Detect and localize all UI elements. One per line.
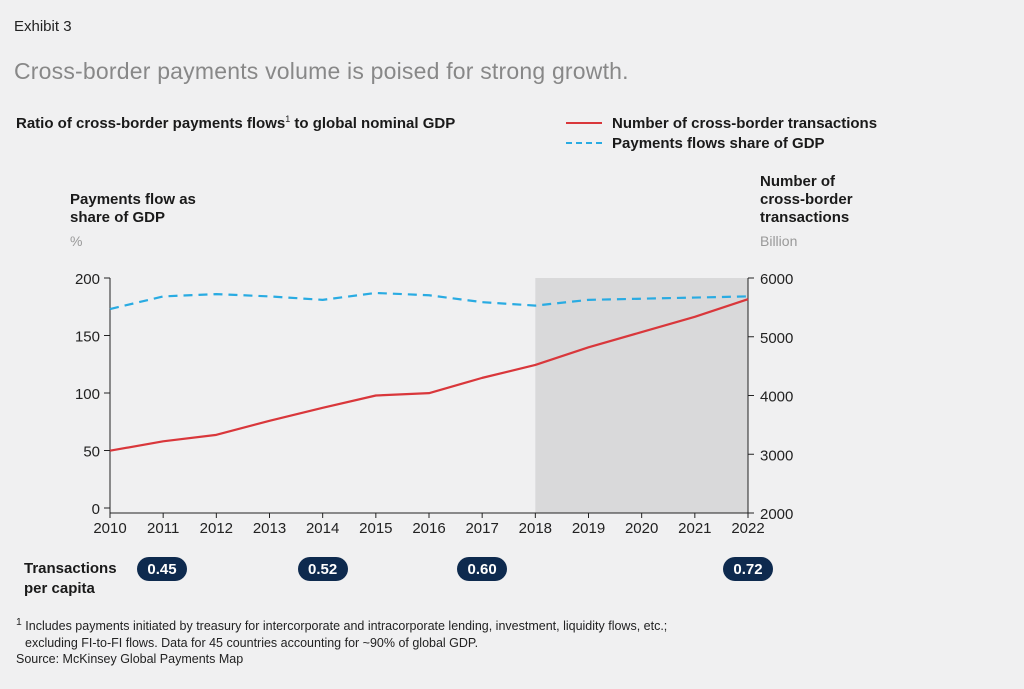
subtitle-suffix: to global nominal GDP [290, 115, 456, 132]
x-axis-tick-label: 2017 [465, 520, 498, 537]
right-axis-title-line2: cross-border [760, 191, 853, 208]
x-axis-tick-label: 2010 [93, 520, 126, 537]
footnote-text-2: excluding FI-to-FI flows. Data for 45 co… [25, 636, 479, 651]
transactions-per-capita-pill: 0.72 [723, 557, 773, 581]
transactions-per-capita-pill: 0.52 [297, 557, 348, 581]
headline: Cross-border payments volume is poised f… [14, 58, 629, 84]
source-note: Source: McKinsey Global Payments Map [16, 652, 244, 666]
right-axis-title: Number of cross-border transactions [760, 173, 853, 227]
right-axis-tick-label: 3000 [760, 447, 793, 464]
subtitle-footnote-mark: 1 [285, 114, 291, 124]
subtitle-text: Ratio of cross-border payments flows [16, 115, 286, 132]
footnote-line1: 1 Includes payments initiated by treasur… [16, 614, 667, 635]
x-axis-tick-label: 2018 [519, 520, 552, 537]
left-axis-tick-label: 200 [75, 271, 100, 288]
right-axis-tick-label: 6000 [760, 271, 793, 288]
x-axis-tick-label: 2020 [625, 520, 658, 537]
left-axis-title: Payments flow as share of GDP [70, 191, 196, 227]
right-axis-tick-label: 5000 [760, 330, 793, 347]
footnote-mark: 1 [16, 617, 22, 628]
left-axis-title-line2: share of GDP [70, 209, 166, 226]
legend-label-transactions: Number of cross-border transactions [612, 114, 878, 132]
chart-subtitle: Ratio of cross-border payments flows1 to… [16, 114, 455, 132]
x-axis-tick-label: 2013 [253, 520, 286, 537]
right-axis-title-line3: transactions [760, 209, 850, 226]
transactions-per-capita-pill: 0.45 [137, 557, 187, 581]
left-axis-tick-label: 100 [75, 386, 100, 403]
x-axis-tick-label: 2014 [306, 520, 339, 537]
transactions-per-capita-label: Transactions per capita [24, 559, 117, 599]
footnote-text-1: Includes payments initiated by treasury … [25, 619, 668, 634]
x-axis-tick-label: 2019 [572, 520, 605, 537]
x-axis-tick-label: 2022 [731, 520, 764, 537]
left-axis-title-line1: Payments flow as [70, 191, 196, 208]
x-axis-tick-label: 2016 [412, 520, 445, 537]
left-axis-tick-label: 0 [92, 501, 100, 518]
x-axis-tick-label: 2011 [147, 520, 179, 537]
series-line-transactions [109, 298, 749, 452]
legend-swatch-dashed-blue [566, 142, 602, 144]
legend-item-share: Payments flows share of GDP [566, 133, 877, 153]
legend-label-share: Payments flows share of GDP [612, 134, 825, 152]
legend-item-transactions: Number of cross-border transactions [566, 113, 877, 133]
tpc-label-line1: Transactions [24, 560, 117, 577]
right-axis-tick-label: 2000 [760, 506, 793, 523]
series-line-share [109, 291, 749, 311]
right-axis-tick-label: 4000 [760, 389, 793, 406]
left-axis-tick-label: 150 [75, 329, 100, 346]
chart-legend: Number of cross-border transactions Paym… [566, 113, 877, 153]
exhibit-label: Exhibit 3 [14, 18, 72, 35]
right-axis-title-line1: Number of [760, 173, 835, 190]
x-axis-tick-label: 2012 [200, 520, 233, 537]
tpc-label-line2: per capita [24, 580, 95, 597]
x-axis-tick-label: 2021 [678, 520, 711, 537]
right-axis-unit: Billion [760, 233, 798, 249]
left-axis-tick-label: 50 [83, 444, 100, 461]
forecast-shaded-region [535, 278, 748, 513]
transactions-per-capita-pill: 0.60 [457, 557, 508, 581]
left-axis-unit: % [70, 233, 83, 249]
legend-swatch-solid-red [566, 122, 602, 124]
x-axis-tick-label: 2015 [359, 520, 392, 537]
footnote: 1 Includes payments initiated by treasur… [16, 614, 667, 652]
